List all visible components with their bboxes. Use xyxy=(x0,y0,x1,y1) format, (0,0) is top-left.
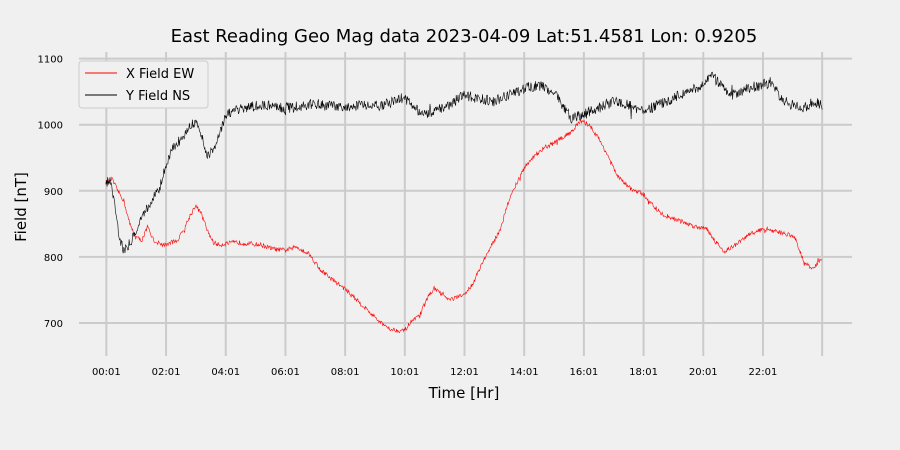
series-line-x-field xyxy=(105,118,823,334)
legend-label-y-field: Y Field NS xyxy=(125,89,190,104)
x-tick-label: 12:01 xyxy=(450,367,479,378)
legend-label-x-field: X Field EW xyxy=(126,67,194,82)
chart-title: East Reading Geo Mag data 2023-04-09 Lat… xyxy=(171,26,758,47)
x-tick-label: 04:01 xyxy=(211,367,240,378)
x-tick-label: 00:01 xyxy=(92,367,121,378)
x-tick-label: 16:01 xyxy=(569,367,598,378)
series-line-y-field xyxy=(105,71,823,254)
y-tick-label: 1000 xyxy=(38,121,63,132)
x-tick-label: 10:01 xyxy=(390,367,419,378)
y-tick-label: 900 xyxy=(44,187,63,198)
x-tick-label: 06:01 xyxy=(271,367,300,378)
y-axis-ticks: 700 800 900 1000 1100 xyxy=(38,55,63,330)
x-tick-label: 22:01 xyxy=(749,367,778,378)
x-axis-ticks: 00:01 02:01 04:01 06:01 08:01 10:01 12:01 14:01… xyxy=(92,367,777,378)
x-axis-label: Time [Hr] xyxy=(428,384,500,402)
y-axis-label: Field [nT] xyxy=(12,172,30,242)
x-tick-label: 08:01 xyxy=(331,367,360,378)
y-tick-label: 800 xyxy=(44,253,63,264)
x-tick-label: 14:01 xyxy=(510,367,539,378)
y-tick-label: 700 xyxy=(44,319,63,330)
x-tick-label: 20:01 xyxy=(689,367,718,378)
series-layer xyxy=(105,71,823,334)
x-tick-label: 02:01 xyxy=(152,367,181,378)
x-tick-label: 18:01 xyxy=(629,367,658,378)
y-tick-label: 1100 xyxy=(38,55,63,66)
legend: X Field EW Y Field NS xyxy=(78,60,209,109)
